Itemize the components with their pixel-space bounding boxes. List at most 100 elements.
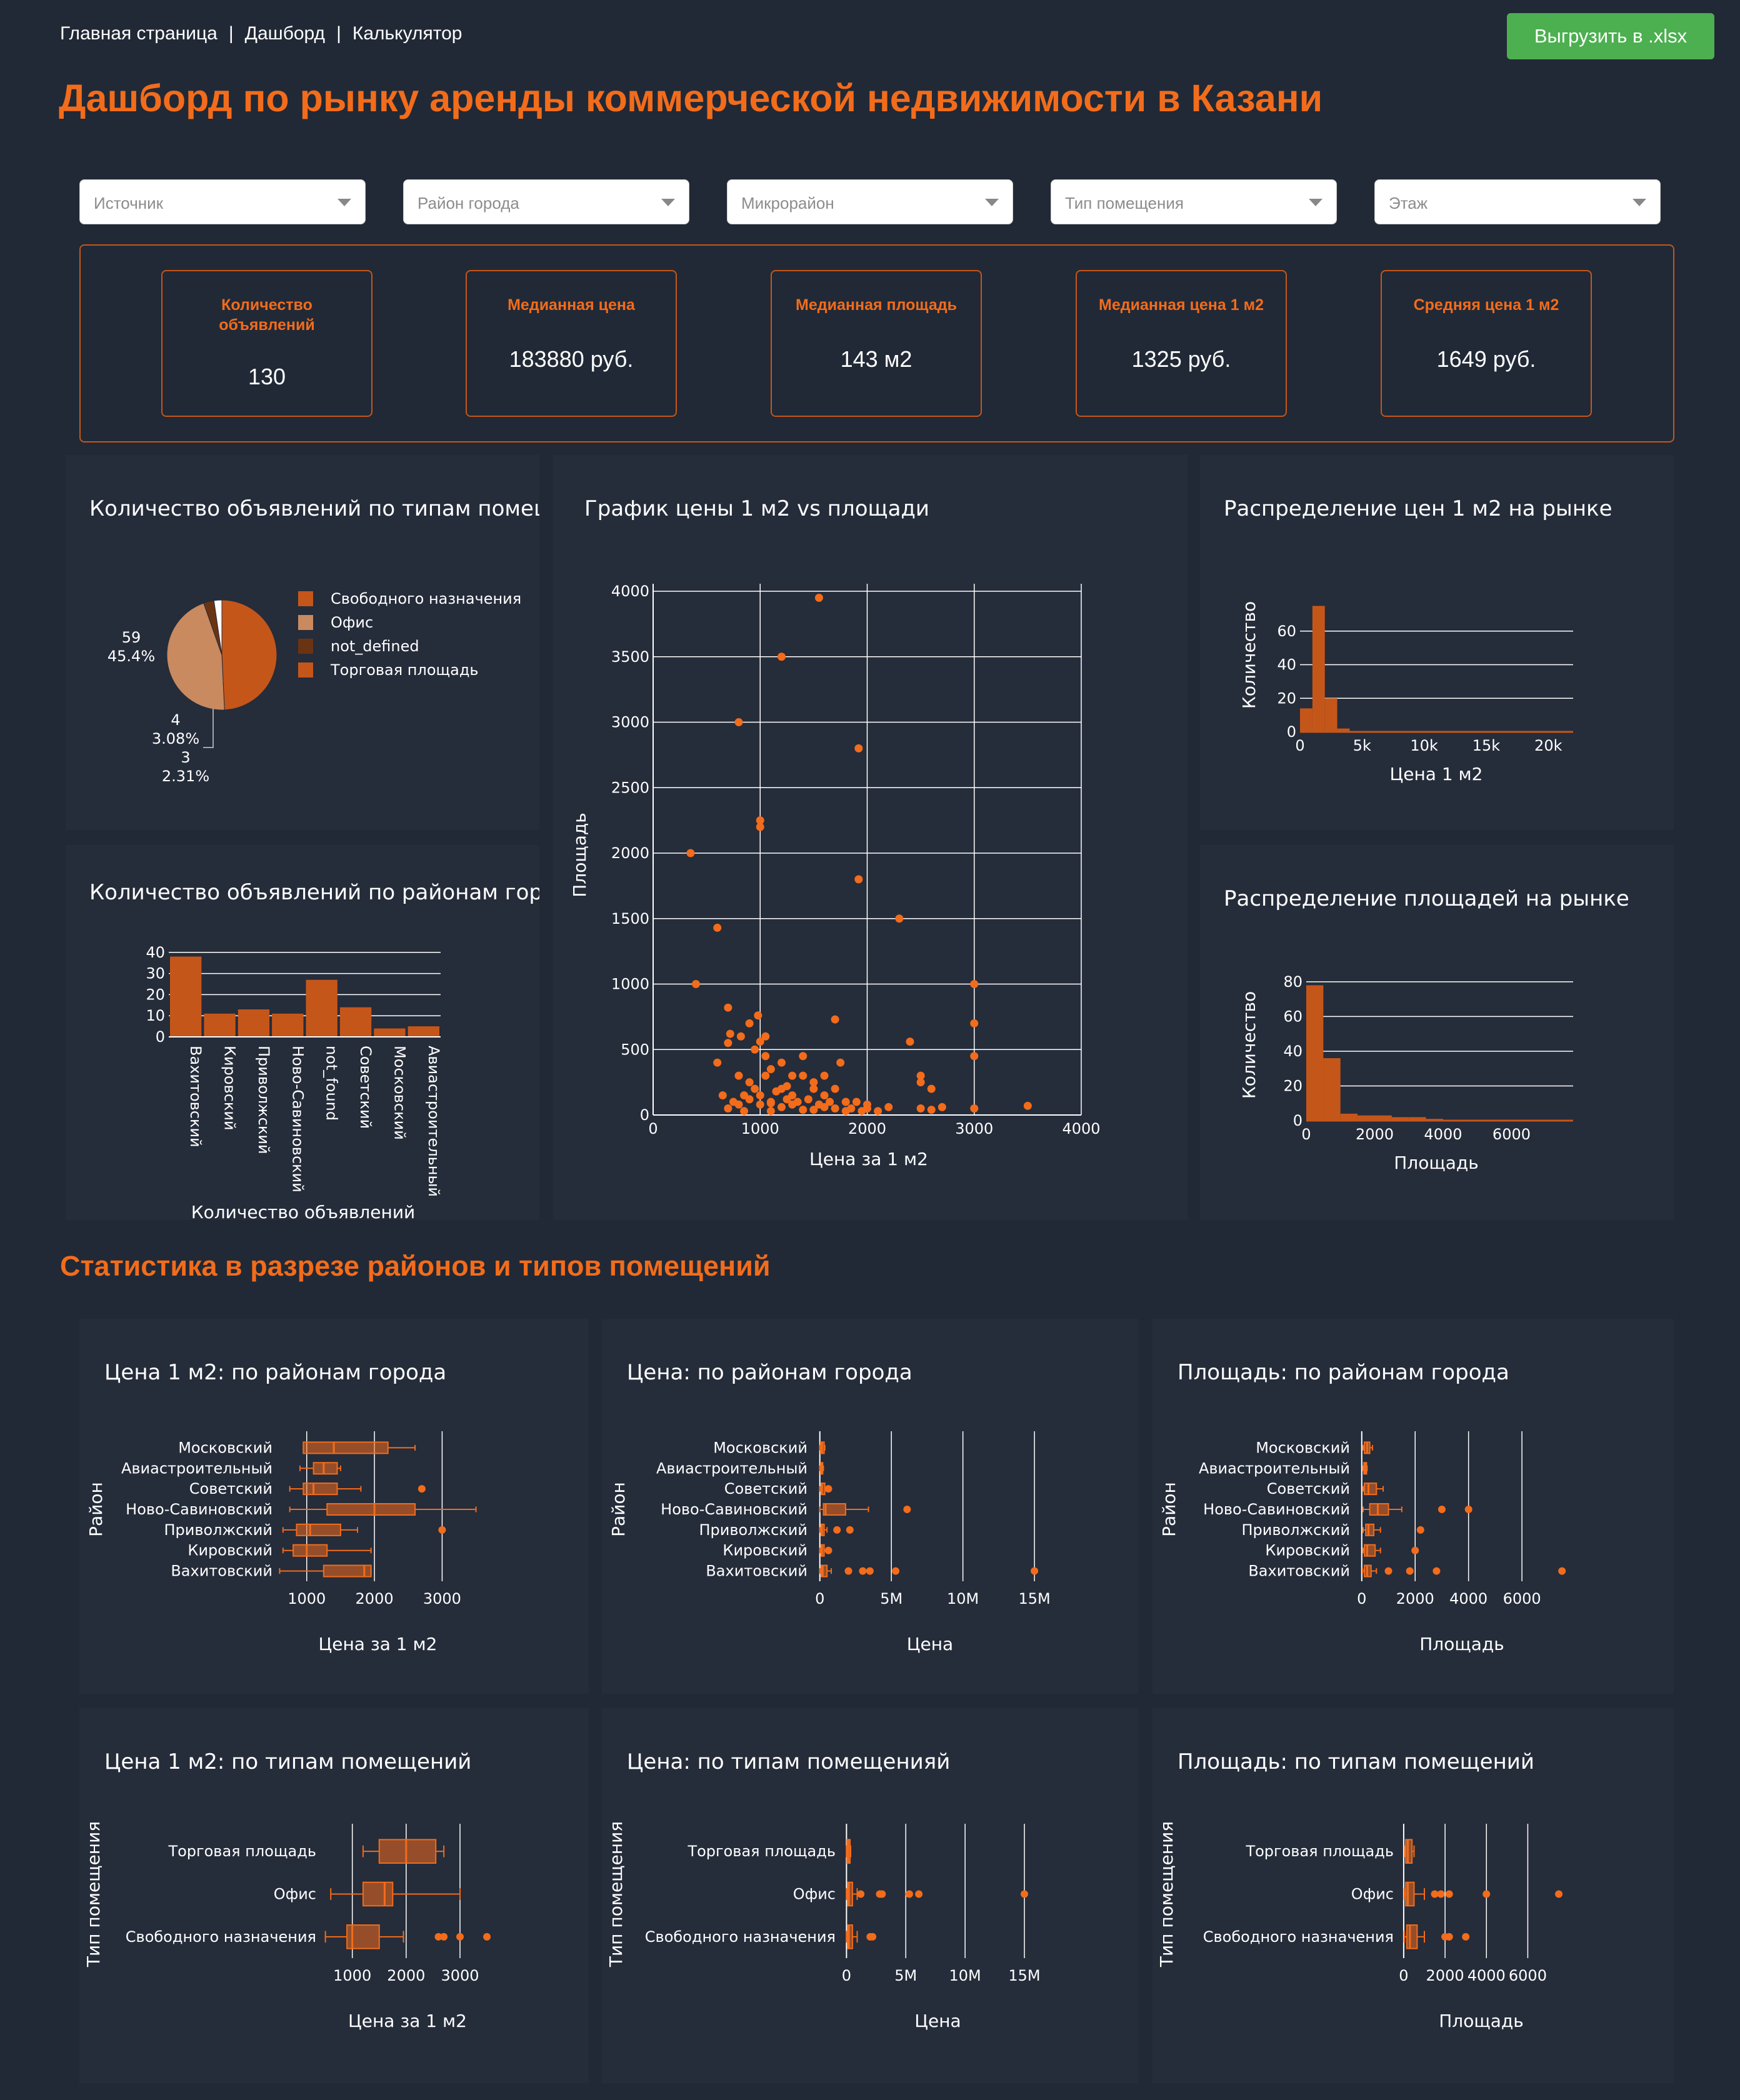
y-tick-label: Кировский: [722, 1542, 808, 1559]
nav-link-dashboard[interactable]: Дашборд: [244, 23, 326, 44]
kpi-value: 143 м2: [840, 346, 912, 372]
chevron-down-icon: [1309, 199, 1322, 206]
scatter-point: [766, 1099, 775, 1108]
filter-floor-dropdown[interactable]: Этаж: [1374, 179, 1661, 224]
y-tick-label: Офис: [274, 1886, 316, 1903]
y-tick-label: Свободного назначения: [126, 1928, 316, 1946]
chart-title: Количество объявлений по районам города: [89, 880, 539, 905]
scatter-point: [724, 1104, 732, 1113]
kpi-panel: [79, 244, 1674, 442]
scatter-point: [745, 1078, 754, 1087]
y-tick-label: Советский: [189, 1480, 272, 1498]
x-tick-label: 2000: [1396, 1590, 1434, 1608]
y-axis-label: Тип помещения: [1156, 1821, 1177, 1968]
chart-title: Количество объявлений по типам помещений: [89, 496, 539, 521]
x-tick-label: Кировский: [221, 1046, 239, 1131]
x-tick-label: 4000: [1062, 1120, 1100, 1138]
pie-slice: [213, 599, 222, 656]
scatter-point: [809, 1078, 818, 1087]
y-tick-label: 3000: [611, 714, 649, 731]
box-outlier: [859, 1567, 867, 1575]
box-outlier: [1431, 1890, 1439, 1898]
scatter-point: [814, 1100, 823, 1109]
scatter-point: [782, 1095, 791, 1104]
y-tick-label: 20: [146, 986, 165, 1003]
hist-bar: [1391, 1117, 1409, 1121]
box-outlier: [1384, 1567, 1392, 1575]
scatter-point: [884, 1102, 893, 1111]
hist-bar: [1340, 1113, 1358, 1121]
scatter-point: [927, 1106, 936, 1114]
filter-microdistrict-dropdown[interactable]: Микрорайон: [727, 179, 1013, 224]
x-axis-label: Цена: [914, 2011, 961, 2031]
y-tick-label: 30: [146, 965, 165, 982]
kpi-label: Средняя цена 1 м2: [1413, 296, 1559, 314]
y-tick-label: 500: [621, 1041, 649, 1058]
scatter-point: [799, 1106, 808, 1114]
pie-label-value: 4: [171, 711, 180, 729]
x-tick-label: 2000: [356, 1590, 394, 1608]
y-tick-label: 0: [156, 1028, 165, 1046]
scatter-point: [826, 1098, 834, 1106]
x-tick-label: not_found: [323, 1046, 341, 1121]
x-tick-label: 2000: [1426, 1967, 1464, 1984]
chart-title: Цена 1 м2: по типам помещений: [104, 1749, 472, 1774]
y-tick-label: Торговая площадь: [168, 1842, 316, 1860]
x-tick-label: 10M: [949, 1967, 981, 1984]
box-outlier: [1555, 1890, 1563, 1898]
filter-placeholder: Район города: [418, 194, 519, 212]
chart-card-box: Площадь: по типам помещений 0 2000 4000 600…: [1152, 1708, 1674, 2083]
scatter-point: [788, 1071, 797, 1080]
scatter-point: [970, 1104, 979, 1113]
hist-bar: [1323, 1058, 1341, 1121]
filter-district-dropdown[interactable]: Район города: [403, 179, 689, 224]
x-tick-label: 3000: [441, 1967, 479, 1984]
export-xlsx-button[interactable]: Выгрузить в .xlsx: [1507, 13, 1714, 59]
box-outlier: [903, 1506, 911, 1513]
box-chart: 0 5M 10M 15M Торговая площадь Офис Свободного …: [606, 1821, 1041, 2031]
bar: [339, 1007, 372, 1037]
nav-link-home[interactable]: Главная страница: [60, 23, 218, 44]
chart-card-scatter: График цены 1 м2 vs площади 0 1000 2000 300…: [553, 455, 1188, 1220]
hist-bar: [1312, 606, 1325, 732]
x-tick-label: 5M: [880, 1590, 902, 1608]
y-tick-label: Приволжский: [699, 1521, 808, 1539]
box: [1369, 1502, 1389, 1516]
legend-swatch: [298, 615, 313, 630]
filter-placeholder: Микрорайон: [741, 194, 834, 212]
x-tick-label: 0: [1399, 1967, 1408, 1984]
box-outlier: [1482, 1890, 1491, 1898]
scatter-point: [841, 1098, 850, 1106]
nav-link-calculator[interactable]: Калькулятор: [352, 23, 462, 44]
scatter-point: [916, 1071, 925, 1080]
y-tick-label: 40: [146, 944, 165, 961]
scatter-point: [734, 1100, 743, 1109]
bar: [408, 1026, 439, 1037]
box-outlier: [418, 1485, 426, 1493]
y-tick-label: 3500: [611, 648, 649, 666]
hist-bar: [1306, 985, 1324, 1121]
kpi-card-median-area: Медианная площадь 143 м2: [771, 270, 982, 417]
scatter-point: [756, 1100, 764, 1109]
y-axis-label: Район: [1159, 1482, 1179, 1537]
kpi-card-median-price-m2: Медианная цена 1 м2 1325 руб.: [1076, 270, 1287, 417]
kpi-card-median-price: Медианная цена 183880 руб.: [466, 270, 677, 417]
y-tick-label: 20: [1277, 689, 1296, 707]
y-tick-label: Ново-Савиновский: [126, 1501, 272, 1518]
filter-source-dropdown[interactable]: Источник: [79, 179, 366, 224]
box-outlier: [905, 1890, 913, 1898]
y-tick-label: Московский: [713, 1439, 808, 1456]
scatter-point: [734, 718, 743, 726]
scatter-point: [970, 980, 979, 988]
nav-separator: |: [228, 23, 234, 44]
scatter-point: [858, 1107, 866, 1116]
box-outlier: [833, 1526, 841, 1534]
box-outlier: [1438, 1506, 1446, 1513]
filter-premises-type-dropdown[interactable]: Тип помещения: [1051, 179, 1337, 224]
box: [322, 1564, 372, 1578]
box-outlier: [1406, 1567, 1414, 1575]
y-tick-label: Вахитовский: [1248, 1562, 1350, 1580]
page-title: Дашборд по рынку аренды коммерческой нед…: [59, 77, 1323, 119]
y-axis-label: Площадь: [569, 812, 590, 897]
chart-title: Распределение цен 1 м2 на рынке: [1224, 496, 1612, 521]
